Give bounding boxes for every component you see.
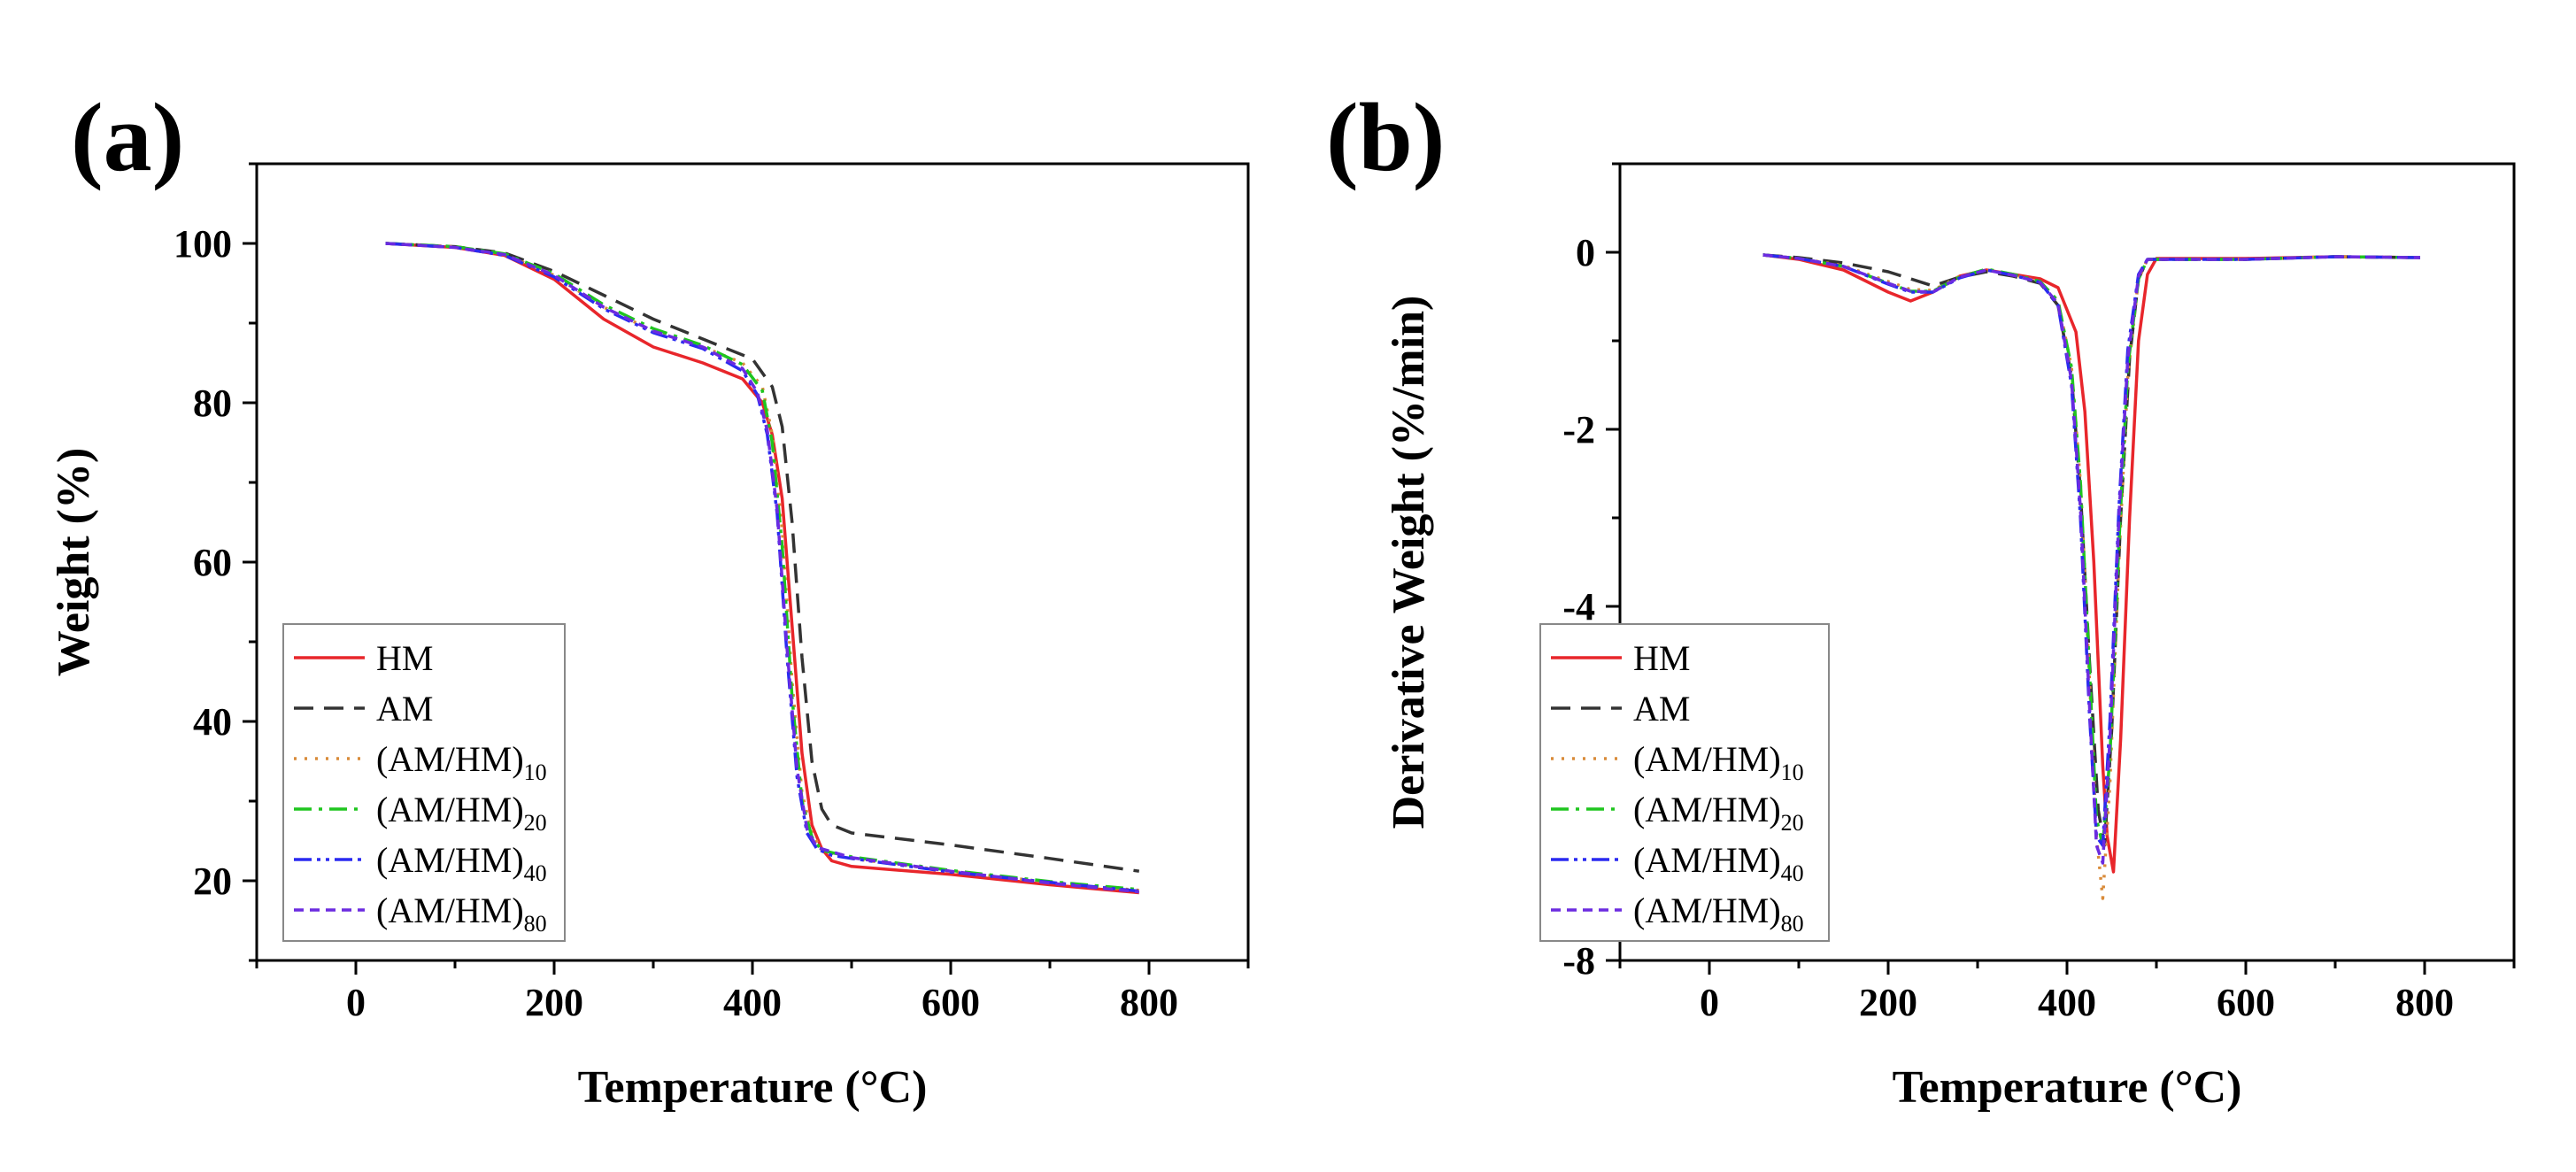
legend-label-main: (AM/HM) [376, 739, 524, 779]
legend-label-main: (AM/HM) [1633, 790, 1781, 829]
y-tick-label: 40 [193, 700, 232, 744]
legend-label-main: (AM/HM) [376, 840, 524, 880]
y-axis-title: Derivative Weight (%/min) [1384, 296, 1434, 829]
panel-label: (a) [71, 83, 184, 191]
legend-label-subscript: 10 [1781, 759, 1804, 785]
panel-label: (b) [1326, 83, 1445, 191]
y-tick-label: 80 [193, 382, 232, 425]
y-tick-label: -4 [1562, 585, 1595, 628]
legend-label-subscript: 10 [524, 759, 547, 785]
legend-label-subscript: 40 [1781, 860, 1804, 886]
chart-panel-a: (a) 0 200 400 600 800 20 40 60 80 100 Temperature (… [49, 83, 1250, 1113]
legend-label: HM [376, 638, 433, 678]
legend-label: (AM/HM)20 [1633, 790, 1804, 836]
legend-label: AM [1633, 689, 1690, 729]
legend-label-subscript: 40 [524, 860, 547, 886]
legend-label: HM [1633, 638, 1690, 678]
x-tick-label: 400 [2038, 981, 2096, 1024]
series-group [385, 242, 1140, 895]
legend-label-main: (AM/HM) [1633, 891, 1781, 930]
x-tick-label: 200 [1859, 981, 1917, 1024]
legend-label-subscript: 80 [524, 911, 547, 937]
legend-label-main: AM [1633, 689, 1690, 729]
legend-label: (AM/HM)20 [376, 790, 547, 836]
x-tick-label: 800 [2395, 981, 2454, 1024]
legend-label: AM [376, 689, 433, 729]
legend-label: (AM/HM)80 [1633, 891, 1804, 937]
series-line [1762, 253, 2420, 874]
legend-label-main: AM [376, 689, 433, 729]
y-tick-label: -8 [1562, 939, 1595, 983]
series-line [1762, 253, 2420, 865]
legend-label-main: (AM/HM) [376, 891, 524, 930]
x-tick-label: 0 [1700, 981, 1719, 1024]
legend-label-main: HM [376, 638, 433, 678]
legend-label: (AM/HM)40 [376, 840, 547, 886]
y-tick-label: 100 [174, 222, 232, 266]
x-tick-label: 800 [1120, 981, 1178, 1024]
legend-box [1539, 623, 1830, 942]
series-line [1762, 253, 2420, 900]
x-tick-label: 0 [346, 981, 366, 1024]
series-line [385, 242, 1140, 873]
x-tick-label: 200 [525, 981, 583, 1024]
x-tick-label: 600 [2217, 981, 2275, 1024]
legend-label: (AM/HM)10 [376, 739, 547, 785]
y-axis-title: Weight (%) [49, 448, 99, 677]
y-tick-label: 0 [1576, 231, 1595, 274]
legend-label-main: (AM/HM) [376, 790, 524, 829]
legend-label-main: (AM/HM) [1633, 739, 1781, 779]
x-axis-title: Temperature (°C) [578, 1062, 928, 1113]
x-tick-label: 600 [922, 981, 980, 1024]
legend-label: (AM/HM)40 [1633, 840, 1804, 886]
series-group [1762, 253, 2420, 900]
legend-label: (AM/HM)10 [1633, 739, 1804, 785]
legend-label-main: (AM/HM) [1633, 840, 1781, 880]
x-axis-title: Temperature (°C) [1893, 1062, 2242, 1113]
series-line [385, 242, 1139, 894]
legend-box [282, 623, 566, 942]
x-tick-label: 400 [723, 981, 782, 1024]
legend-label-subscript: 80 [1781, 911, 1804, 937]
legend-label-main: HM [1633, 638, 1690, 678]
legend-label-subscript: 20 [1781, 810, 1804, 836]
y-tick-label: 60 [193, 541, 232, 584]
y-tick-label: 20 [193, 860, 232, 903]
y-tick-label: -2 [1562, 408, 1595, 451]
legend-label: (AM/HM)80 [376, 891, 547, 937]
series-line [385, 242, 1139, 895]
legend-label-subscript: 20 [524, 810, 547, 836]
